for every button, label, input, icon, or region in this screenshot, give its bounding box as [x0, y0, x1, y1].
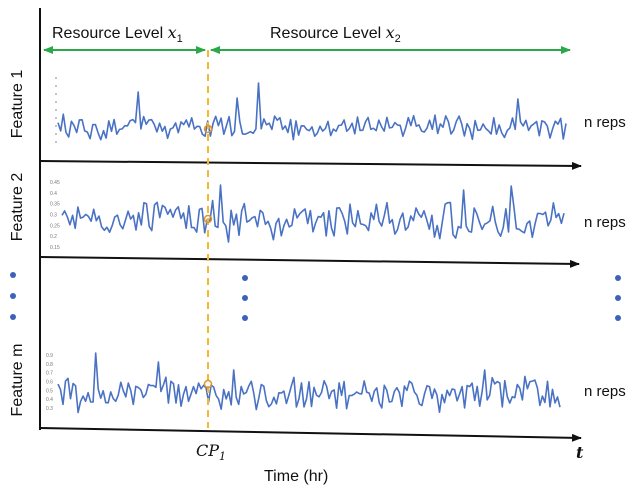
ellipsis-dots	[10, 272, 621, 321]
tick-mark	[55, 133, 57, 135]
tick-label: 0.4	[46, 397, 53, 403]
tick-label: 0.7	[46, 371, 53, 377]
time-axis	[39, 427, 582, 442]
tick-mark	[55, 125, 57, 127]
ellipsis-dot	[10, 293, 16, 299]
tick-label: 0.3	[50, 213, 57, 219]
tick-label: 0.5	[46, 388, 53, 394]
feature-1-series	[57, 82, 567, 141]
tick-label: 0.35	[50, 202, 60, 208]
resource-level-1-label: Resource Level x1	[52, 23, 183, 45]
changepoint-marker-m	[203, 379, 213, 389]
feature-2-reps: n reps	[584, 214, 626, 231]
ellipsis-dot	[242, 275, 248, 281]
feature-1-ticks	[55, 77, 57, 143]
tick-mark	[55, 93, 57, 95]
tick-mark	[55, 117, 57, 119]
feature-m-ticks: 0.9 0.8 0.7 0.6 0.5 0.4 0.3	[46, 353, 53, 412]
tick-label: 0.4	[50, 191, 57, 197]
ellipsis-dot	[10, 314, 16, 320]
feature-2-label: Feature 2	[9, 173, 26, 242]
tick-label: 0.15	[50, 245, 60, 251]
feature-2-series	[61, 184, 565, 243]
tick-mark	[55, 109, 57, 111]
ellipsis-dot	[615, 295, 621, 301]
feature-1-reps: n reps	[584, 114, 626, 131]
tick-mark	[55, 77, 57, 79]
tick-mark	[55, 141, 57, 143]
changepoint-marker-1	[203, 124, 213, 134]
tick-label: 0.8	[46, 362, 53, 368]
tick-label: 0.25	[50, 223, 60, 229]
ellipsis-dot	[242, 315, 248, 321]
tick-label: 0.6	[46, 380, 53, 386]
changepoint-marker-2	[203, 214, 213, 224]
feature-m-label: Feature m	[9, 344, 26, 417]
ellipsis-dot	[615, 275, 621, 281]
tick-label: 0.45	[50, 180, 60, 186]
feature-1-axis	[39, 160, 582, 170]
tick-label: 0.9	[46, 353, 53, 359]
ellipsis-dot	[615, 315, 621, 321]
tick-mark	[55, 101, 57, 103]
resource-level-2-label: Resource Level x2	[270, 23, 401, 45]
tick-label: 0.3	[46, 406, 53, 412]
feature-2-axis	[39, 256, 580, 268]
feature-m-reps: n reps	[584, 383, 626, 400]
tick-mark	[55, 85, 57, 87]
feature-1-label: Feature 1	[9, 70, 26, 139]
t-axis-symbol: t	[576, 443, 584, 462]
changepoint-label: CP1	[196, 441, 226, 463]
ellipsis-dot	[10, 272, 16, 278]
feature-2-ticks: 0.45 0.4 0.35 0.3 0.25 0.2 0.15	[50, 180, 60, 251]
time-axis-label: Time (hr)	[264, 468, 328, 485]
ellipsis-dot	[242, 295, 248, 301]
tick-label: 0.2	[50, 234, 57, 240]
feature-m-series	[57, 352, 561, 414]
